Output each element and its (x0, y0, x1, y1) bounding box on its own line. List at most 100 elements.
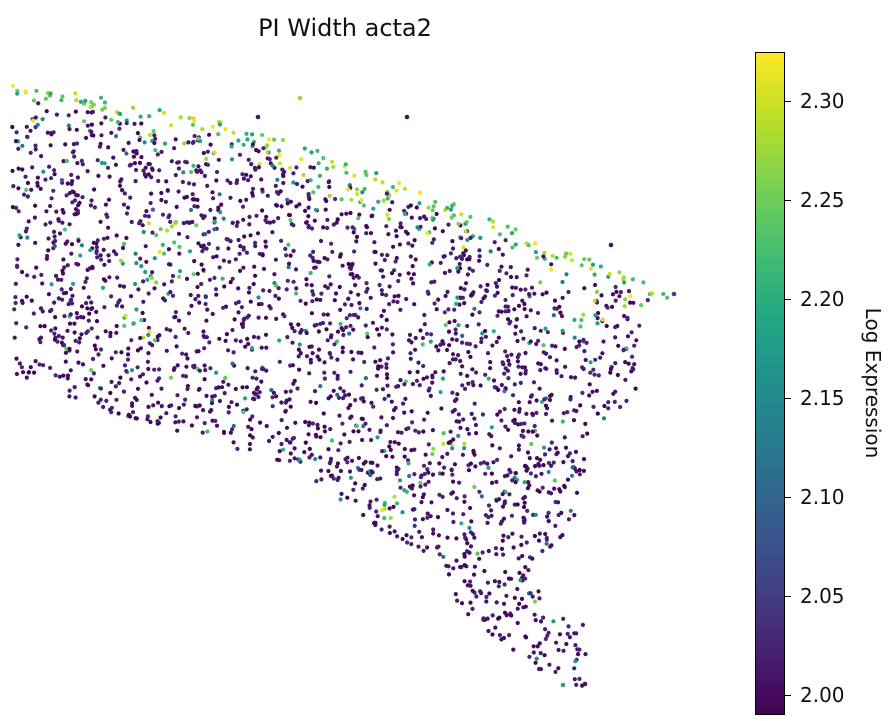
scatter-point (73, 109, 78, 114)
scatter-point (479, 299, 484, 305)
scatter-point (335, 217, 340, 222)
colorbar-tick-label: 2.00 (800, 683, 845, 708)
scatter-point (137, 221, 142, 226)
scatter-point (495, 313, 500, 318)
scatter-point (205, 307, 210, 312)
scatter-point (91, 133, 96, 138)
scatter-point (573, 375, 578, 380)
scatter-point (162, 298, 168, 303)
scatter-point (238, 198, 243, 203)
scatter-point (382, 502, 387, 507)
scatter-point (436, 533, 441, 538)
scatter-point (394, 188, 399, 193)
scatter-point (74, 261, 79, 266)
scatter-point (170, 293, 176, 298)
scatter-point (541, 350, 546, 355)
scatter-point (102, 262, 107, 267)
scatter-point (454, 337, 459, 343)
scatter-point (595, 321, 600, 326)
scatter-point (434, 211, 439, 217)
scatter-point (536, 338, 541, 343)
scatter-point (537, 386, 542, 391)
scatter-point (513, 331, 518, 336)
scatter-point (402, 410, 407, 415)
scatter-point (491, 460, 496, 465)
scatter-point (279, 441, 284, 447)
scatter-point (202, 363, 207, 368)
scatter-point (446, 222, 451, 227)
scatter-point (348, 415, 353, 420)
scatter-point (556, 666, 561, 671)
scatter-point (114, 330, 119, 335)
scatter-point (539, 471, 544, 476)
scatter-point (53, 373, 58, 378)
scatter-point (16, 166, 21, 171)
scatter-point (304, 330, 309, 336)
scatter-point (260, 253, 265, 258)
scatter-point (553, 523, 558, 529)
scatter-point (536, 538, 542, 543)
scatter-point (474, 594, 479, 599)
scatter-point (494, 498, 499, 503)
scatter-point (30, 165, 35, 170)
scatter-point (467, 431, 472, 436)
scatter-point (64, 158, 69, 164)
scatter-point (349, 302, 354, 308)
scatter-point (106, 225, 111, 230)
scatter-point (104, 398, 109, 403)
scatter-point (492, 579, 497, 584)
scatter-point (205, 149, 210, 154)
scatter-point (267, 220, 273, 225)
scatter-point (60, 297, 65, 302)
scatter-point (244, 131, 249, 136)
scatter-point (189, 423, 194, 428)
scatter-point (389, 399, 394, 404)
scatter-point (63, 350, 68, 355)
scatter-point (641, 280, 646, 285)
scatter-point (63, 142, 68, 147)
scatter-point (33, 203, 38, 208)
scatter-point (131, 321, 136, 326)
scatter-point (75, 315, 80, 320)
scatter-point (180, 351, 185, 356)
scatter-point (319, 291, 324, 296)
scatter-point (567, 635, 573, 640)
scatter-point (441, 554, 446, 559)
scatter-point (288, 404, 293, 409)
scatter-point (450, 409, 455, 414)
scatter-point (157, 367, 162, 372)
scatter-point (474, 431, 479, 436)
scatter-point (432, 226, 437, 231)
scatter-point (543, 403, 549, 408)
scatter-point (134, 261, 139, 266)
scatter-point (346, 187, 351, 192)
scatter-point (41, 363, 46, 368)
scatter-point (229, 157, 235, 162)
scatter-point (292, 329, 297, 334)
scatter-point (486, 548, 491, 554)
scatter-point (328, 335, 334, 340)
scatter-point (471, 572, 477, 577)
scatter-point (249, 427, 254, 432)
scatter-point (103, 115, 108, 120)
scatter-point (523, 287, 528, 292)
scatter-point (139, 264, 144, 269)
scatter-point (549, 491, 554, 496)
scatter-point (564, 272, 569, 277)
scatter-point (330, 249, 335, 254)
scatter-point (397, 242, 402, 247)
scatter-point (255, 114, 261, 120)
scatter-point (425, 231, 430, 236)
scatter-point (385, 383, 390, 388)
scatter-point (546, 460, 552, 466)
scatter-point (53, 238, 58, 243)
scatter-point (35, 175, 41, 180)
scatter-point (28, 128, 33, 133)
scatter-point (131, 105, 136, 110)
scatter-point (160, 242, 165, 247)
scatter-point (518, 371, 523, 376)
scatter-point (625, 315, 630, 320)
scatter-point (182, 326, 187, 331)
scatter-point (391, 504, 396, 509)
scatter-point (59, 277, 64, 282)
